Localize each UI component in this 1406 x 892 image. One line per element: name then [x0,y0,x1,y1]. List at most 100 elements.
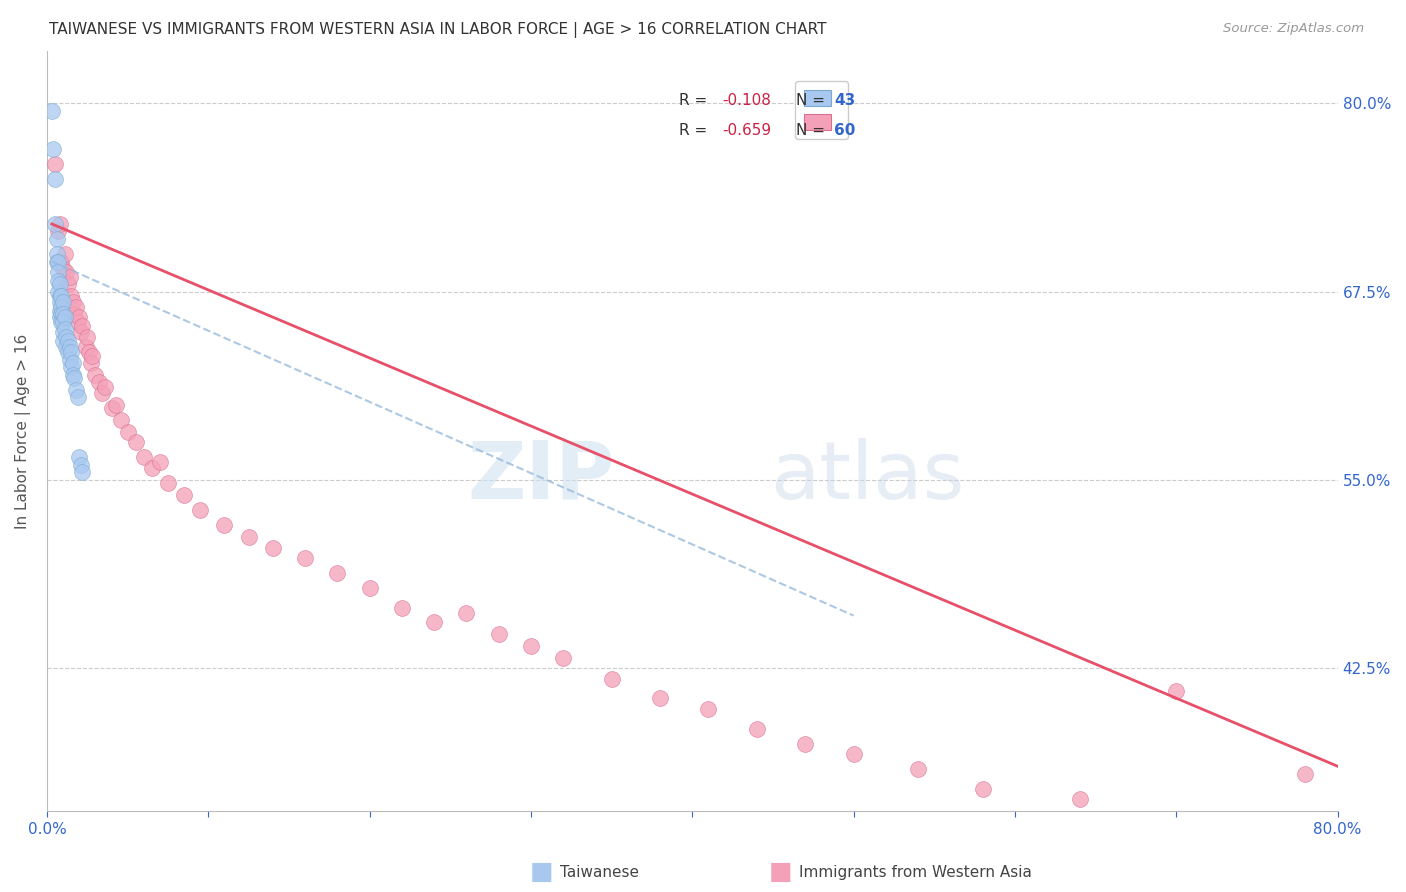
Text: ■: ■ [769,861,792,884]
Point [46,285,69,299]
Point [60,289,83,303]
Point [294,551,316,566]
Point [49,289,72,303]
Point [46,224,69,238]
Point [58,269,80,284]
Point [1166,684,1188,698]
Point [794,737,817,751]
Point [141,461,163,475]
Point [117,425,139,439]
Point [55,330,77,344]
Point [42,142,65,156]
Point [44,156,66,170]
Point [87,375,110,389]
Point [173,488,195,502]
Point [359,582,381,596]
Text: atlas: atlas [769,438,965,516]
Point [76,330,98,344]
Point [94,379,117,393]
Point [72,319,94,334]
Point [125,435,148,450]
Point [46,274,69,288]
Point [62,295,84,310]
Point [70,326,93,340]
Point [697,702,720,716]
Point [56,277,79,292]
Point [156,476,179,491]
Text: ZIP: ZIP [468,438,614,516]
Point [188,503,211,517]
Point [488,626,510,640]
Point [65,383,87,397]
Point [67,450,90,465]
Text: 60: 60 [834,123,856,138]
Text: 43: 43 [834,93,855,108]
Point [56,334,79,349]
Point [66,390,89,404]
Point [49,295,72,310]
Point [49,304,72,318]
Point [51,254,73,268]
Point [648,691,671,706]
Point [51,315,73,329]
Point [52,326,75,340]
Text: Immigrants from Western Asia: Immigrants from Western Asia [799,865,1032,880]
Point [51,300,73,314]
Point [79,355,101,369]
Point [44,217,66,231]
Point [55,265,77,279]
Point [238,530,260,544]
Point [75,341,97,355]
Point [49,277,72,292]
Point [84,368,107,382]
Point [45,232,67,246]
Point [45,247,67,261]
Text: Source: ZipAtlas.com: Source: ZipAtlas.com [1223,22,1364,36]
Point [82,350,104,364]
Text: N =: N = [796,93,830,108]
Point [45,254,67,268]
Point [600,672,623,686]
Point [46,254,69,268]
Point [842,747,865,762]
Point [63,307,86,321]
Point [62,355,84,369]
Point [907,762,929,776]
Point [53,247,76,261]
Point [44,171,66,186]
Point [90,385,112,400]
Point [66,315,89,329]
Text: R =: R = [679,123,713,138]
Point [149,455,172,469]
Y-axis label: In Labor Force | Age > 16: In Labor Force | Age > 16 [15,334,31,529]
Point [60,345,83,359]
Point [52,307,75,321]
Point [553,650,575,665]
Point [1069,792,1091,806]
Point [49,217,72,231]
Point [423,615,446,629]
Point [53,310,76,325]
Point [52,295,75,310]
Point [105,398,128,412]
Point [262,541,284,555]
Point [52,262,75,277]
Point [56,345,79,359]
Point [65,300,87,314]
Point [51,289,73,303]
Point [110,413,132,427]
Point [70,458,93,472]
Point [132,450,155,465]
Point [1294,766,1316,780]
Point [326,566,349,581]
Point [100,401,122,415]
Point [214,518,236,533]
Text: ■: ■ [530,861,553,884]
Point [46,265,69,279]
Point [62,368,84,382]
Text: N =: N = [796,123,830,138]
Point [972,781,994,796]
Text: TAIWANESE VS IMMIGRANTS FROM WESTERN ASIA IN LABOR FORCE | AGE > 16 CORRELATION : TAIWANESE VS IMMIGRANTS FROM WESTERN ASI… [49,22,827,38]
Point [52,315,75,329]
Point [41,103,63,118]
